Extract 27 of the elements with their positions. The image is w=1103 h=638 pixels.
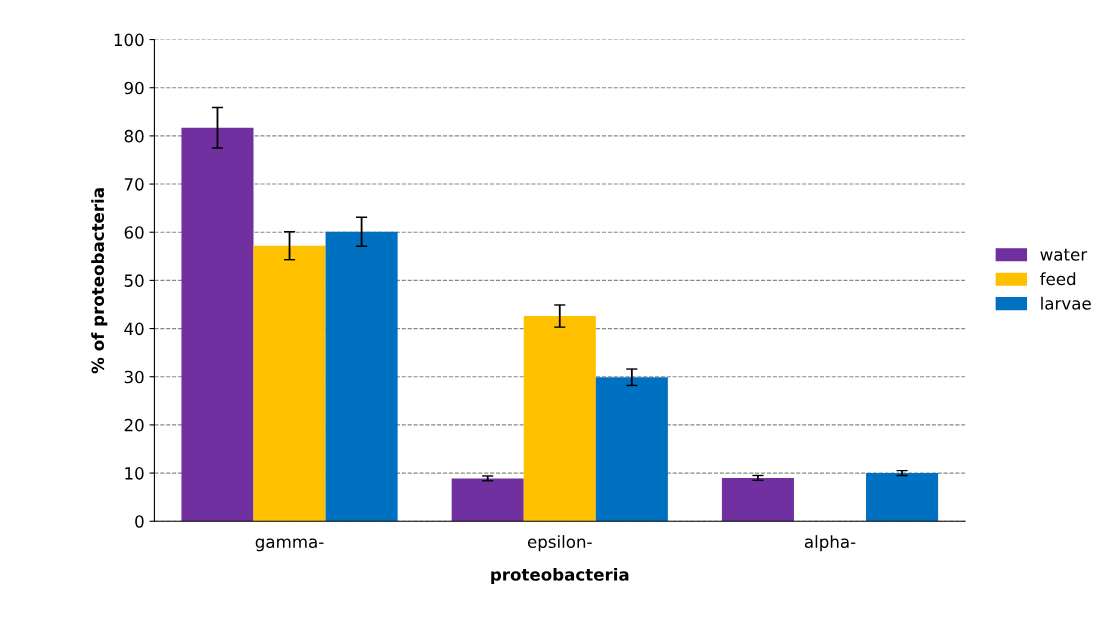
y-tick-label: 60 bbox=[124, 226, 144, 239]
y-tick-label: 0 bbox=[135, 515, 144, 528]
y-tick-label: 90 bbox=[124, 81, 144, 95]
bar bbox=[721, 477, 794, 522]
y-tick-label: 100 bbox=[114, 33, 144, 47]
bar bbox=[866, 473, 939, 522]
legend-label: larvae bbox=[1041, 296, 1091, 310]
x-axis-title: proteobacteria bbox=[491, 567, 629, 585]
bar bbox=[595, 377, 668, 522]
y-tick-label: 10 bbox=[125, 467, 144, 480]
bar bbox=[451, 478, 524, 522]
y-tick-label: 40 bbox=[124, 322, 144, 336]
bar bbox=[181, 127, 254, 522]
y-tick-label: 50 bbox=[124, 274, 144, 287]
bar bbox=[325, 231, 398, 522]
y-tick-label: 20 bbox=[124, 418, 144, 432]
y-tick-label: 80 bbox=[124, 129, 144, 143]
legend-label: water bbox=[1040, 248, 1088, 261]
y-axis-title: % of proteobacteria bbox=[91, 188, 108, 374]
y-tick-label: 30 bbox=[124, 370, 144, 384]
x-tick-label: epsilon- bbox=[527, 535, 592, 552]
x-tick-label: gamma- bbox=[255, 538, 324, 552]
bar bbox=[523, 316, 596, 522]
bar bbox=[253, 245, 326, 522]
x-tick-label: alpha- bbox=[804, 535, 856, 552]
y-tick-label: 70 bbox=[124, 178, 144, 191]
legend-label: feed bbox=[1040, 272, 1076, 286]
